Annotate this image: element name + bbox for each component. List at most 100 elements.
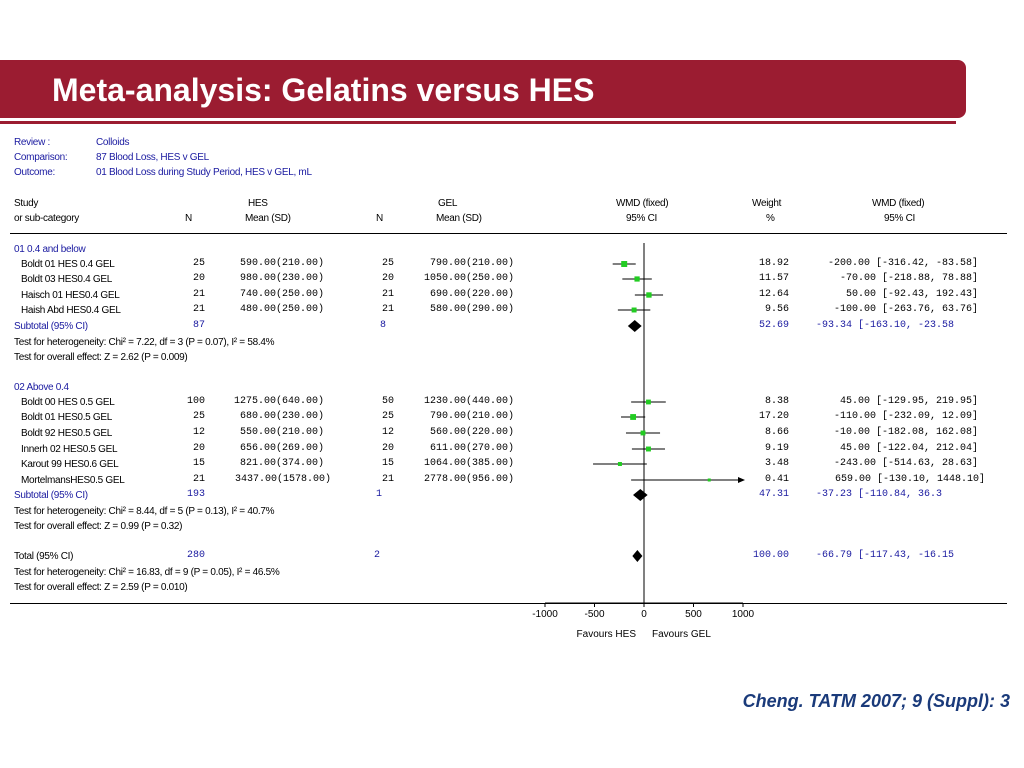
weight: 11.57 (758, 273, 789, 284)
hes-mean-sd: 550.00(210.00) (239, 427, 324, 438)
study-marker (634, 276, 640, 282)
subtotal-gel-n: 1 (376, 489, 383, 500)
study-name: Boldt 00 HES 0.5 GEL (21, 397, 115, 408)
hes-mean-sd: 980.00(230.00) (239, 273, 324, 284)
study-name: Karout 99 HES0.6 GEL (21, 459, 119, 470)
subtotal-weight: 52.69 (758, 320, 789, 331)
overall-effect-test: Test for overall effect: Z = 0.99 (P = 0… (14, 521, 183, 532)
hes-mean-sd: 1275.00(640.00) (233, 396, 324, 407)
total-hes-n: 280 (186, 550, 205, 561)
study-name: Boldt 92 HES0.5 GEL (21, 428, 113, 439)
group-label: 02 Above 0.4 (14, 382, 69, 393)
total-heterogeneity-test: Test for heterogeneity: Chi² = 16.83, df… (14, 567, 280, 578)
total-overall-effect-test: Test for overall effect: Z = 2.59 (P = 0… (14, 582, 188, 593)
meta-value-outcome: 01 Blood Loss during Study Period, HES v… (96, 167, 312, 178)
x-tick-label: -1000 (532, 609, 558, 620)
meta-value-review: Colloids (96, 137, 130, 148)
gel-mean-sd: 2778.00(956.00) (423, 474, 514, 485)
hes-n: 20 (192, 273, 205, 284)
study-marker (621, 261, 628, 267)
subtotal-gel-n: 8 (380, 320, 387, 331)
gel-n: 20 (381, 443, 394, 454)
hes-n: 21 (192, 289, 205, 300)
study-marker (617, 462, 622, 466)
weight: 3.48 (764, 458, 789, 469)
wmd-ci: -70.00 [-218.88, 78.88] (839, 273, 978, 284)
header-subcategory: or sub-category (14, 213, 79, 224)
header-gel-n: N (376, 213, 383, 224)
wmd-ci: -100.00 [-263.76, 63.76] (833, 304, 978, 315)
wmd-ci: 50.00 [-92.43, 192.43] (845, 289, 978, 300)
weight: 8.66 (764, 427, 789, 438)
header-study: Study (14, 198, 39, 209)
x-tick-label: -500 (584, 609, 604, 620)
favours-gel-label: Favours GEL (652, 629, 711, 640)
study-name: Haish Abd HES0.4 GEL (21, 305, 121, 316)
title-bar (0, 60, 966, 118)
meta-value-comparison: 87 Blood Loss, HES v GEL (96, 152, 209, 163)
header-weight: Weight (752, 198, 782, 209)
gel-n: 25 (381, 411, 394, 422)
header-95ci-2: 95% CI (884, 213, 915, 224)
group-label: 01 0.4 and below (14, 244, 86, 255)
hes-mean-sd: 680.00(230.00) (239, 411, 324, 422)
gel-n: 25 (381, 258, 394, 269)
header-percent: % (766, 213, 775, 224)
header-hes: HES (248, 198, 268, 209)
study-name: Boldt 01 HES0.5 GEL (21, 412, 113, 423)
meta-label-comparison: Comparison: (14, 152, 68, 163)
study-marker (707, 478, 711, 482)
subtotal-hes-n: 193 (186, 489, 205, 500)
wmd-ci: -243.00 [-514.63, 28.63] (833, 458, 978, 469)
study-marker (640, 430, 646, 436)
header-gel: GEL (438, 198, 458, 209)
subtotal-label: Subtotal (95% CI) (14, 490, 88, 501)
gel-mean-sd: 611.00(270.00) (429, 443, 514, 454)
x-tick-label: 1000 (732, 609, 755, 620)
study-name: Haisch 01 HES0.4 GEL (21, 290, 120, 301)
meta-label-review: Review : (14, 137, 50, 148)
subtotal-weight: 47.31 (758, 489, 789, 500)
study-name: MortelmansHES0.5 GEL (21, 475, 125, 486)
gel-mean-sd: 690.00(220.00) (429, 289, 514, 300)
wmd-ci: 45.00 [-122.04, 212.04] (839, 443, 978, 454)
hes-n: 20 (192, 443, 205, 454)
gel-n: 21 (381, 304, 394, 315)
ci-arrow (738, 477, 745, 483)
hes-n: 15 (192, 458, 205, 469)
total-gel-n: 2 (374, 550, 381, 561)
header-95ci: 95% CI (626, 213, 657, 224)
overall-effect-test: Test for overall effect: Z = 2.62 (P = 0… (14, 352, 188, 363)
weight: 9.19 (764, 443, 789, 454)
weight: 9.56 (764, 304, 789, 315)
hes-mean-sd: 656.00(269.00) (239, 443, 324, 454)
gel-mean-sd: 790.00(210.00) (429, 258, 514, 269)
subtotal-hes-n: 87 (192, 320, 205, 331)
hes-mean-sd: 740.00(250.00) (239, 289, 324, 300)
hes-mean-sd: 480.00(250.00) (239, 304, 324, 315)
hes-n: 25 (192, 258, 205, 269)
gel-mean-sd: 560.00(220.00) (429, 427, 514, 438)
study-marker (630, 414, 637, 420)
study-marker (646, 399, 651, 405)
summary-diamond (627, 320, 642, 332)
wmd-ci: -10.00 [-182.08, 162.08] (833, 427, 978, 438)
subtotal-label: Subtotal (95% CI) (14, 321, 88, 332)
gel-mean-sd: 1230.00(440.00) (423, 396, 514, 407)
study-marker (631, 307, 637, 313)
gel-n: 21 (381, 289, 394, 300)
weight: 12.64 (758, 289, 789, 300)
hes-mean-sd: 821.00(374.00) (239, 458, 324, 469)
weight: 8.38 (764, 396, 789, 407)
hes-n: 25 (192, 411, 205, 422)
hes-mean-sd: 590.00(210.00) (239, 258, 324, 269)
x-tick-label: 0 (641, 609, 647, 620)
total-wmd-ci: -66.79 [-117.43, -16.15 (816, 550, 955, 561)
gel-n: 50 (381, 396, 394, 407)
header-hes-n: N (185, 213, 192, 224)
subtotal-wmd-ci: -93.34 [-163.10, -23.58 (816, 320, 955, 331)
hes-n: 12 (192, 427, 205, 438)
gel-mean-sd: 580.00(290.00) (429, 304, 514, 315)
gel-n: 12 (381, 427, 394, 438)
wmd-ci: 659.00 [-130.10, 1448.10] (834, 474, 985, 485)
